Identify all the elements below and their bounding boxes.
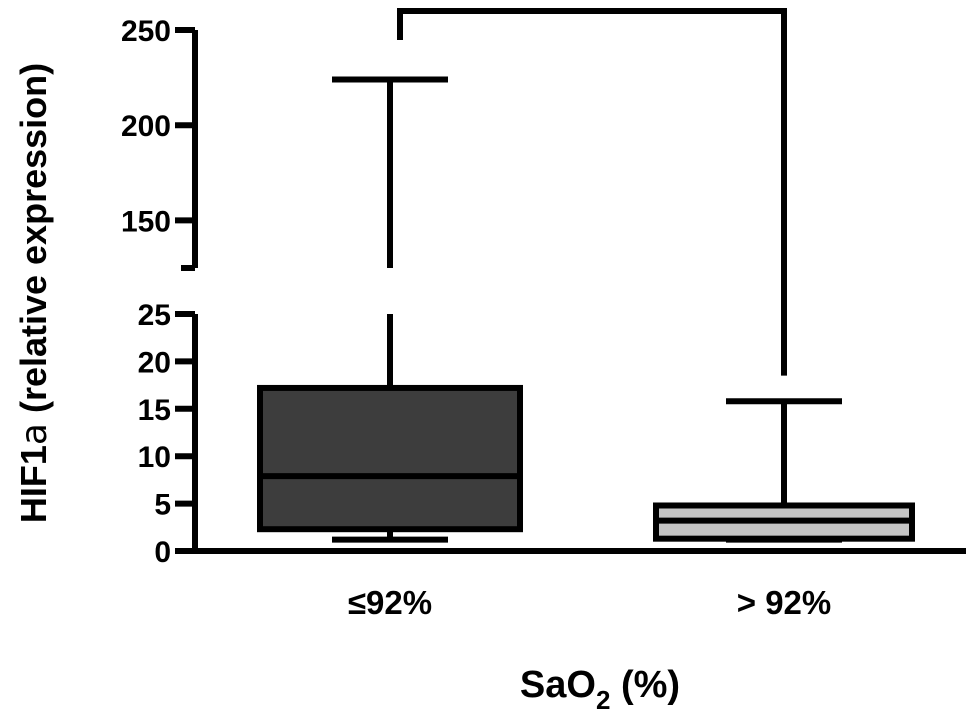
y-tick-label-0: 0 <box>154 536 171 569</box>
x-category-label-gt92: > 92% <box>737 584 832 621</box>
y-tick-label-200: 200 <box>121 110 171 143</box>
x-category-labels: ≤92% > 92% <box>348 584 831 621</box>
y-tick-label-150: 150 <box>121 205 171 238</box>
plot-area: 0 5 10 15 20 25 150 200 250 <box>121 8 966 569</box>
y-axis-title: HIF1a (relative expression) <box>13 63 55 523</box>
box-le92 <box>257 384 523 533</box>
y-tick-label-20: 20 <box>138 346 171 379</box>
x-axis-title: SaO2 (%) <box>520 664 680 713</box>
y-tick-label-25: 25 <box>138 299 171 332</box>
y-tick-label-10: 10 <box>138 441 171 474</box>
x-category-label-le92: ≤92% <box>348 584 432 621</box>
y-tick-label-5: 5 <box>154 489 171 522</box>
significance-bracket <box>397 8 787 376</box>
y-tick-label-15: 15 <box>138 394 171 427</box>
y-tick-label-250: 250 <box>121 15 171 48</box>
